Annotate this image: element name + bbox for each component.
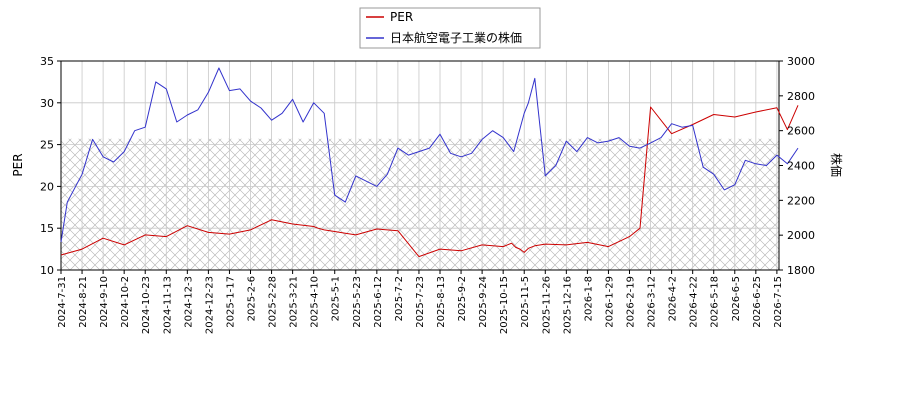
x-tick-label: 2025-12-16 (562, 276, 573, 334)
x-tick-label: 2026-5-18 (710, 276, 721, 328)
y-axis-label-right: 株価 (829, 153, 844, 177)
y-tick-label-left: 30 (40, 97, 54, 110)
y-tick-label-right: 2400 (787, 160, 815, 173)
y-tick-label-right: 2800 (787, 90, 815, 103)
x-tick-label: 2025-2-28 (268, 276, 279, 328)
x-tick-label: 2025-1-17 (225, 276, 236, 328)
x-tick-label: 2026-3-12 (647, 276, 658, 328)
x-tick-label: 2024-9-10 (99, 276, 110, 328)
legend-entry-label: PER (390, 10, 413, 24)
x-tick-label: 2026-7-15 (773, 276, 784, 328)
x-tick-label: 2025-9-24 (478, 276, 489, 328)
y-tick-label-left: 25 (40, 139, 54, 152)
x-tick-label: 2026-1-8 (583, 276, 594, 321)
y-tick-label-right: 2200 (787, 194, 815, 207)
x-tick-label: 2025-11-5 (520, 276, 531, 328)
legend-entry-label: 日本航空電子工業の株価 (390, 30, 522, 45)
legend-box (359, 7, 541, 49)
x-tick-label: 2024-10-2 (120, 276, 131, 328)
x-tick-label: 2026-6-5 (731, 276, 742, 321)
x-tick-label: 2024-8-21 (78, 276, 89, 328)
x-tick-label: 2026-4-2 (668, 276, 679, 321)
x-tick-label: 2025-2-6 (247, 276, 258, 321)
x-tick-label: 2025-9-2 (457, 276, 468, 321)
y-tick-label-left: 20 (40, 180, 54, 193)
y-tick-label-left: 35 (40, 55, 54, 68)
y-axis-left: 10 15 20 25 30 35 (40, 55, 61, 277)
y-tick-label-right: 1800 (787, 264, 815, 277)
x-tick-label: 2025-7-2 (394, 276, 405, 321)
y-tick-label-left: 15 (40, 222, 54, 235)
x-tick-label: 2025-5-23 (352, 276, 363, 328)
series-line-stock-price (60, 67, 799, 243)
y-axis-label-left: PER (11, 153, 25, 176)
x-axis: 2024-7-31 2024-8-21 2024-9-10 2024-10-2 2024… (57, 270, 784, 334)
x-tick-label: 2025-10-15 (499, 276, 510, 334)
x-tick-label: 2025-7-23 (415, 276, 426, 328)
y-tick-label-right: 2600 (787, 125, 815, 138)
x-tick-label: 2025-5-1 (331, 276, 342, 321)
x-tick-label: 2026-1-29 (604, 276, 615, 328)
y-axis-right: 1800 2000 2200 2400 2600 2800 3000 (779, 55, 815, 277)
y-tick-label-right: 3000 (787, 55, 815, 68)
series-layer (60, 67, 799, 258)
x-tick-label: 2025-6-12 (373, 276, 384, 328)
x-tick-label: 2024-7-31 (57, 276, 68, 328)
legend: PER 日本航空電子工業の株価 (359, 7, 541, 49)
x-tick-label: 2024-11-13 (162, 276, 173, 334)
hatched-band (61, 138, 779, 270)
x-tick-label: 2024-12-23 (204, 276, 215, 334)
y-tick-label-right: 2000 (787, 229, 815, 242)
x-tick-label: 2026-2-19 (626, 276, 637, 328)
x-tick-label: 2025-8-13 (436, 276, 447, 328)
x-tick-label: 2026-4-22 (689, 276, 700, 328)
x-tick-label: 2026-6-25 (752, 276, 763, 328)
x-tick-label: 2024-12-3 (183, 276, 194, 328)
x-tick-label: 2025-3-21 (289, 276, 300, 328)
series-line-per (60, 105, 799, 258)
y-tick-label-left: 10 (40, 264, 54, 277)
hatched-band-area (61, 138, 779, 270)
x-tick-label: 2024-10-23 (141, 276, 152, 334)
x-tick-label: 2025-4-10 (310, 276, 321, 328)
x-tick-label: 2025-11-26 (541, 276, 552, 334)
